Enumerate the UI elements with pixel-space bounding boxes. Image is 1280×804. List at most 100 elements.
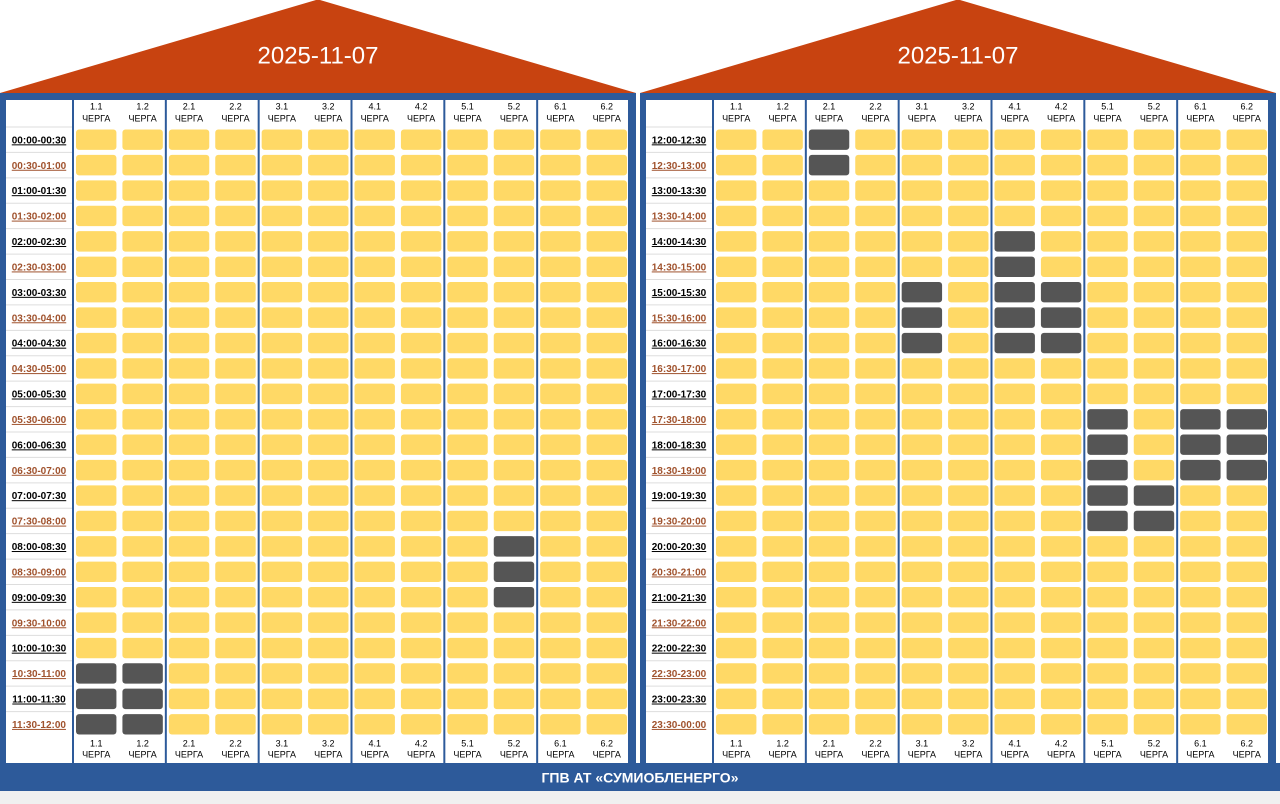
queue-word: ЧЕРГА [175,113,203,123]
slot [493,231,535,252]
queue-label: 3.2 [962,738,975,748]
queue-word: ЧЕРГА [128,113,156,123]
queue-label: 5.2 [508,738,521,748]
slot [447,663,488,684]
slot [1040,180,1082,201]
slot [808,536,850,557]
slot [808,129,850,150]
slot [261,383,303,405]
slot [808,282,850,303]
slot [76,637,117,659]
time-label: 22:30-23:00 [652,669,707,680]
slot [762,409,803,430]
queue-label: 6.1 [554,738,567,748]
slot [808,612,850,633]
slot [586,561,627,582]
slot [308,637,349,659]
slot [215,383,256,405]
slot [308,485,349,506]
slot [1133,180,1175,201]
time-label: 11:00-11:30 [12,695,66,706]
slot [400,714,442,735]
slot [994,205,1035,227]
queue-label: 6.1 [1194,101,1207,111]
slot [354,383,395,405]
slot [354,688,395,710]
time-label: 18:30-19:00 [652,466,707,477]
slot [400,231,442,252]
slot [168,409,210,430]
slot [76,180,117,201]
slot [1180,154,1221,176]
slot [122,663,163,684]
slot [540,256,581,277]
slot [122,714,163,735]
slot [76,663,117,684]
slot [1040,256,1082,277]
slot [855,688,896,710]
slot [855,663,896,684]
slot [1180,536,1221,557]
slot [122,434,163,455]
slot [1133,688,1175,710]
slot [215,510,256,532]
slot [808,637,850,659]
queue-word: ЧЕРГА [314,749,342,759]
slot [493,663,535,684]
slot [447,612,488,633]
slot [716,663,757,684]
slot [808,332,850,354]
slot [354,485,395,506]
queue-label: 2.2 [869,101,882,111]
slot [994,536,1035,557]
time-label: 12:00-12:30 [652,135,707,146]
slot [308,358,349,379]
slot [762,434,803,455]
slot [762,485,803,506]
slot [762,459,803,481]
queue-label: 3.2 [322,101,335,111]
queue-word: ЧЕРГА [314,113,342,123]
slot [762,180,803,201]
slot [400,688,442,710]
slot [76,282,117,303]
slot [1087,256,1128,277]
slot [948,561,989,582]
queue-label: 2.1 [183,738,196,748]
slot [354,332,395,354]
queue-word: ЧЕРГА [954,749,982,759]
slot [354,459,395,481]
slot [1226,510,1267,532]
slot [808,714,850,735]
slot [762,383,803,405]
slot [122,485,163,506]
slot [215,663,256,684]
slot [493,459,535,481]
slot [540,663,581,684]
slot [261,434,303,455]
slot [122,561,163,582]
slot [122,637,163,659]
time-label: 19:30-20:00 [652,517,707,528]
slot [215,688,256,710]
slot [762,714,803,735]
slot [948,231,989,252]
slot [493,714,535,735]
slot [215,154,256,176]
time-label: 10:00-10:30 [12,644,67,655]
slot [855,256,896,277]
slot [76,307,117,328]
slot [855,307,896,328]
slot [122,459,163,481]
slot [261,714,303,735]
slot [122,282,163,303]
queue-word: ЧЕРГА [722,113,750,123]
slot [1180,332,1221,354]
slot [1040,307,1082,328]
queue-label: 1.1 [730,738,743,748]
slot [855,180,896,201]
slot [716,434,757,455]
slot [308,180,349,201]
slot [716,587,757,608]
slot [447,282,488,303]
